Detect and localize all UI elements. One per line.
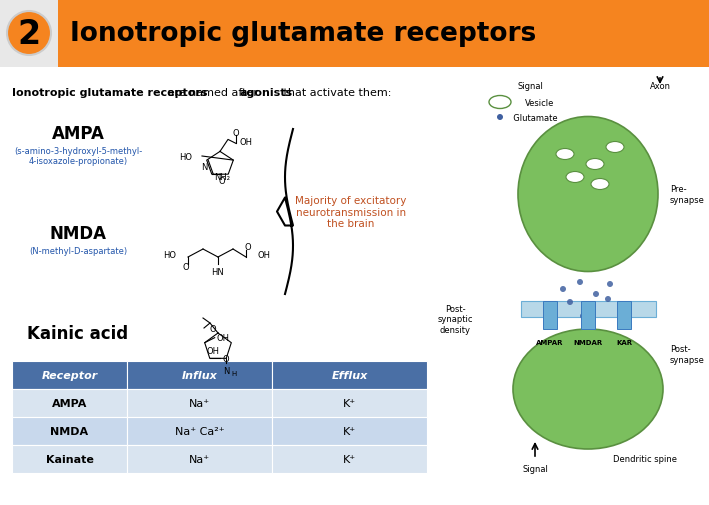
Text: NMDA: NMDA: [50, 426, 89, 436]
Text: KAR: KAR: [616, 339, 632, 345]
Text: Na⁺: Na⁺: [189, 454, 210, 464]
FancyBboxPatch shape: [12, 417, 127, 445]
Text: O: O: [209, 325, 216, 333]
Text: O: O: [223, 354, 229, 363]
Text: are named after: are named after: [164, 88, 261, 98]
Text: AMPA: AMPA: [52, 398, 87, 408]
Text: HN: HN: [211, 268, 224, 276]
Text: AMPAR: AMPAR: [536, 339, 564, 345]
Text: Axon: Axon: [649, 82, 671, 91]
Text: K⁺: K⁺: [343, 398, 356, 408]
Text: AMPA: AMPA: [52, 125, 104, 143]
FancyBboxPatch shape: [12, 445, 127, 473]
Text: HO: HO: [179, 152, 192, 161]
Text: Kainate: Kainate: [45, 454, 94, 464]
Ellipse shape: [590, 304, 596, 310]
FancyBboxPatch shape: [127, 445, 272, 473]
FancyBboxPatch shape: [0, 0, 709, 68]
Text: O: O: [245, 243, 251, 252]
Text: OH: OH: [207, 346, 220, 356]
Text: K⁺: K⁺: [343, 454, 356, 464]
Ellipse shape: [7, 12, 51, 56]
Text: Glutamate: Glutamate: [508, 113, 557, 122]
Ellipse shape: [580, 314, 586, 319]
Text: H: H: [231, 371, 237, 377]
Text: N: N: [201, 162, 207, 171]
FancyBboxPatch shape: [543, 301, 557, 329]
Ellipse shape: [518, 117, 658, 272]
FancyBboxPatch shape: [617, 301, 631, 329]
Text: Ionotropic glutamate receptors: Ionotropic glutamate receptors: [12, 88, 208, 98]
Text: Influx: Influx: [182, 370, 218, 380]
Text: that activate them:: that activate them:: [280, 88, 392, 98]
FancyBboxPatch shape: [12, 389, 127, 417]
Text: Receptor: Receptor: [41, 370, 98, 380]
Ellipse shape: [567, 299, 573, 306]
Text: Majority of excitatory
neurotransmission in
the brain: Majority of excitatory neurotransmission…: [295, 195, 406, 229]
Ellipse shape: [607, 281, 613, 287]
FancyBboxPatch shape: [272, 361, 427, 389]
FancyBboxPatch shape: [12, 361, 127, 389]
Ellipse shape: [605, 296, 611, 302]
Text: Signal: Signal: [517, 82, 543, 91]
Ellipse shape: [566, 172, 584, 183]
Text: Post-
synapse: Post- synapse: [670, 344, 705, 364]
FancyBboxPatch shape: [272, 389, 427, 417]
Text: Na⁺ Ca²⁺: Na⁺ Ca²⁺: [174, 426, 224, 436]
Ellipse shape: [497, 115, 503, 121]
Text: O: O: [233, 129, 240, 138]
Text: O: O: [218, 176, 225, 185]
Text: OH: OH: [240, 138, 253, 146]
Text: agonists: agonists: [240, 88, 293, 98]
FancyBboxPatch shape: [127, 389, 272, 417]
FancyBboxPatch shape: [272, 417, 427, 445]
Text: HO: HO: [163, 251, 176, 260]
Text: K⁺: K⁺: [343, 426, 356, 436]
Text: O: O: [183, 263, 189, 272]
Text: OH: OH: [217, 333, 230, 342]
Text: 2: 2: [18, 18, 40, 50]
Text: Signal: Signal: [522, 465, 548, 474]
Text: Vesicle: Vesicle: [525, 98, 554, 107]
FancyBboxPatch shape: [127, 417, 272, 445]
Ellipse shape: [591, 179, 609, 190]
Text: OH: OH: [258, 251, 271, 260]
Text: (s-amino-3-hydroxyl-5-methyl-
4-isoxazole-propionate): (s-amino-3-hydroxyl-5-methyl- 4-isoxazol…: [14, 147, 142, 166]
Ellipse shape: [489, 96, 511, 109]
Ellipse shape: [606, 142, 624, 153]
Ellipse shape: [577, 279, 583, 285]
Text: Kainic acid: Kainic acid: [28, 324, 128, 342]
Text: Post-
synaptic
density: Post- synaptic density: [437, 305, 473, 334]
Ellipse shape: [513, 329, 663, 449]
Text: NMDA: NMDA: [50, 225, 106, 242]
FancyBboxPatch shape: [521, 301, 656, 317]
FancyBboxPatch shape: [127, 361, 272, 389]
Text: Ionotropic glutamate receptors: Ionotropic glutamate receptors: [70, 21, 536, 47]
Text: Na⁺: Na⁺: [189, 398, 210, 408]
Text: Efflux: Efflux: [331, 370, 368, 380]
Text: NMDAR: NMDAR: [574, 339, 603, 345]
Text: N: N: [223, 367, 230, 376]
FancyBboxPatch shape: [0, 0, 58, 68]
Ellipse shape: [593, 291, 599, 297]
Ellipse shape: [586, 159, 604, 170]
Text: NH₂: NH₂: [214, 172, 230, 181]
FancyBboxPatch shape: [272, 445, 427, 473]
Ellipse shape: [560, 286, 566, 292]
Text: Dendritic spine: Dendritic spine: [613, 454, 677, 464]
FancyBboxPatch shape: [581, 301, 595, 329]
Text: (N-methyl-D-aspartate): (N-methyl-D-aspartate): [29, 246, 127, 256]
Text: Pre-
synapse: Pre- synapse: [670, 185, 705, 205]
Ellipse shape: [556, 149, 574, 160]
